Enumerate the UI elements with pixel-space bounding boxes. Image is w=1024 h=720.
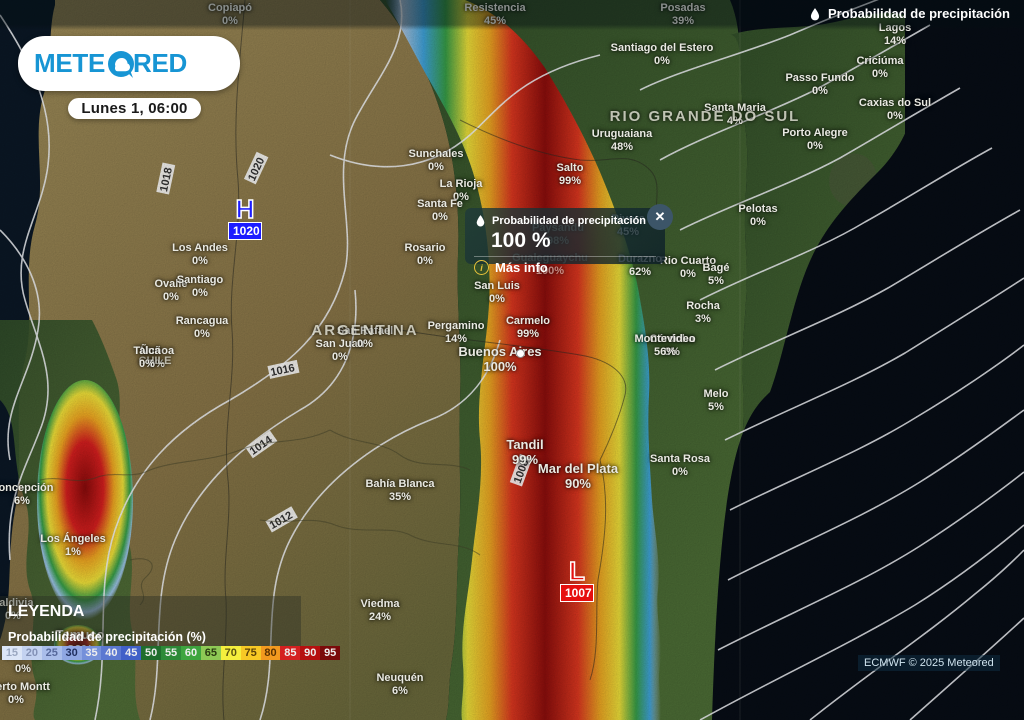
svg-text:RED: RED [133,48,187,78]
svg-text:METE: METE [34,48,105,78]
